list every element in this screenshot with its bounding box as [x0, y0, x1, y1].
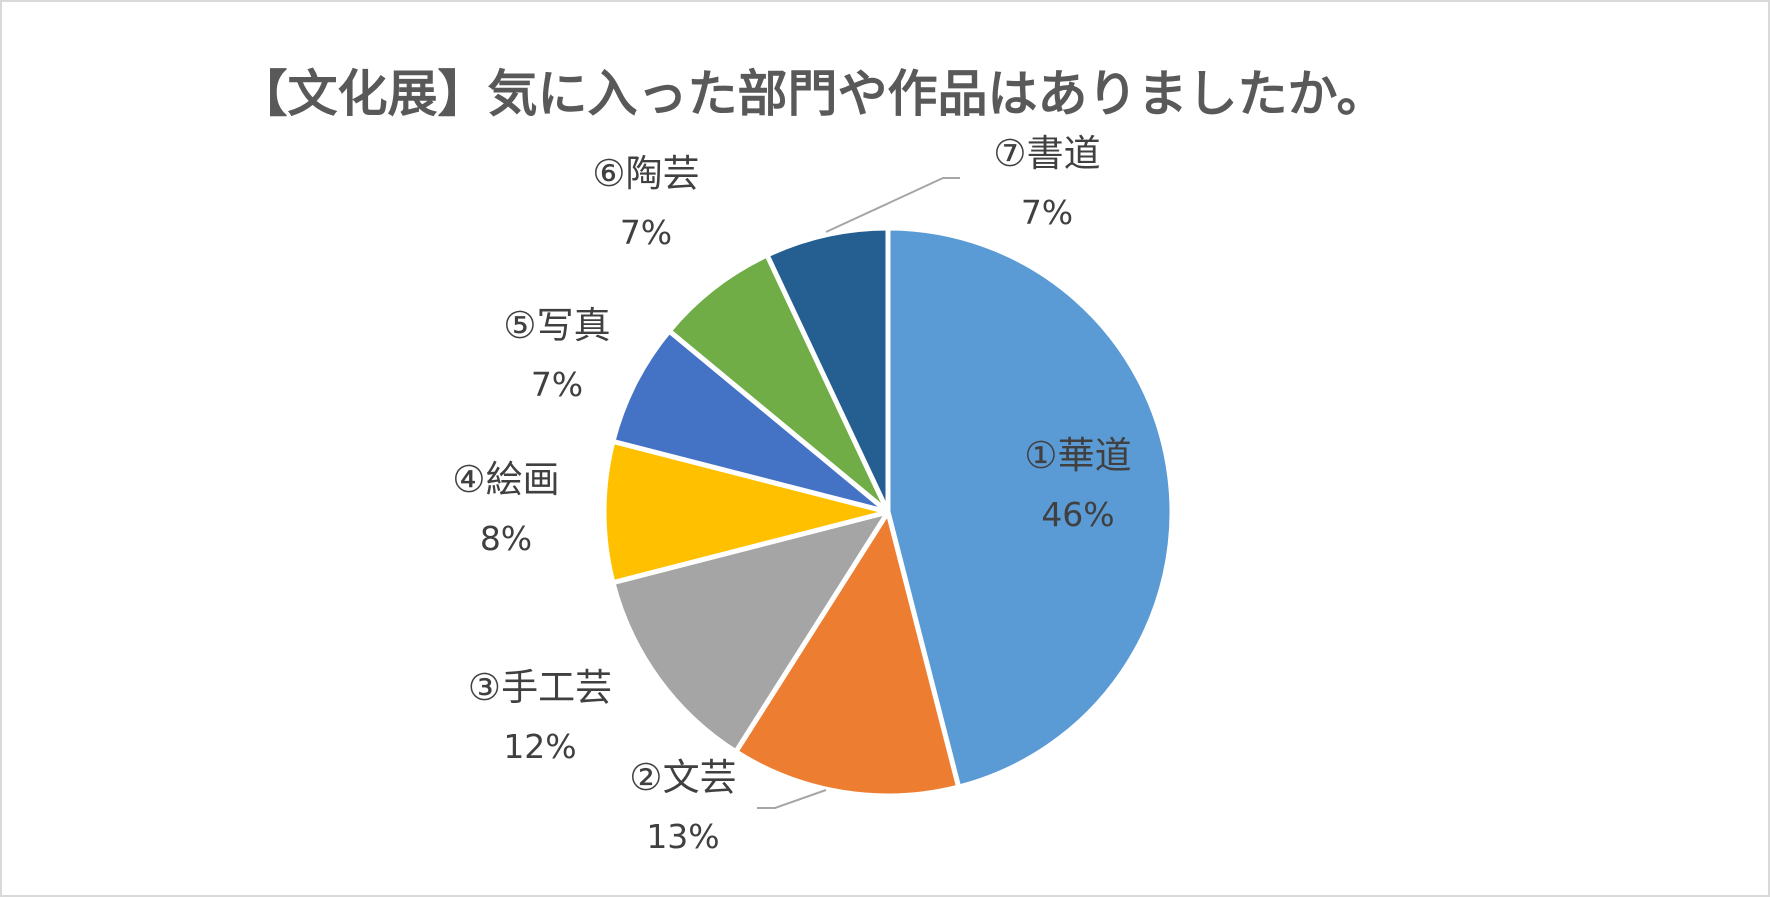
slice-label-bungei: ②文芸	[629, 756, 736, 799]
slice-percent-kaiga: 8%	[480, 519, 532, 558]
pie-slice-shukogei	[610, 509, 891, 755]
slice-percent-togei: 7%	[620, 213, 672, 252]
pie-slice-shodo	[764, 225, 891, 515]
slice-percent-bungei: 13%	[646, 817, 719, 856]
leader-lines	[757, 177, 960, 809]
slice-percent-shodo: 7%	[1021, 193, 1073, 232]
leader-line-bungei	[757, 789, 827, 809]
leader-line-shodo	[825, 177, 960, 233]
slice-percent-shukogei: 12%	[503, 727, 576, 766]
slice-label-kado: ①華道	[1024, 434, 1131, 477]
slice-percent-kado: 46%	[1041, 495, 1114, 534]
slice-label-kaiga: ④絵画	[452, 458, 559, 501]
slice-label-shukogei: ③手工芸	[468, 666, 612, 709]
pie-slice-bungei	[733, 509, 962, 799]
slice-label-shashin: ⑤写真	[503, 304, 610, 347]
slice-label-shodo: ⑦書道	[993, 132, 1100, 175]
pie-slices	[601, 225, 1175, 799]
slice-label-togei: ⑥陶芸	[592, 152, 699, 195]
slice-percent-shashin: 7%	[531, 365, 583, 404]
data-labels: ①華道 46% ②文芸 13% ③手工芸 12% ④絵画 8% ⑤写真 7% ⑥陶芸 7% ⑦書道 7%	[452, 132, 1131, 856]
chart-title: 【文化展】気に入った部門や作品はありましたか。	[237, 65, 1387, 123]
pie-slice-kaiga	[601, 438, 891, 586]
pie-slice-kado	[885, 225, 1175, 790]
